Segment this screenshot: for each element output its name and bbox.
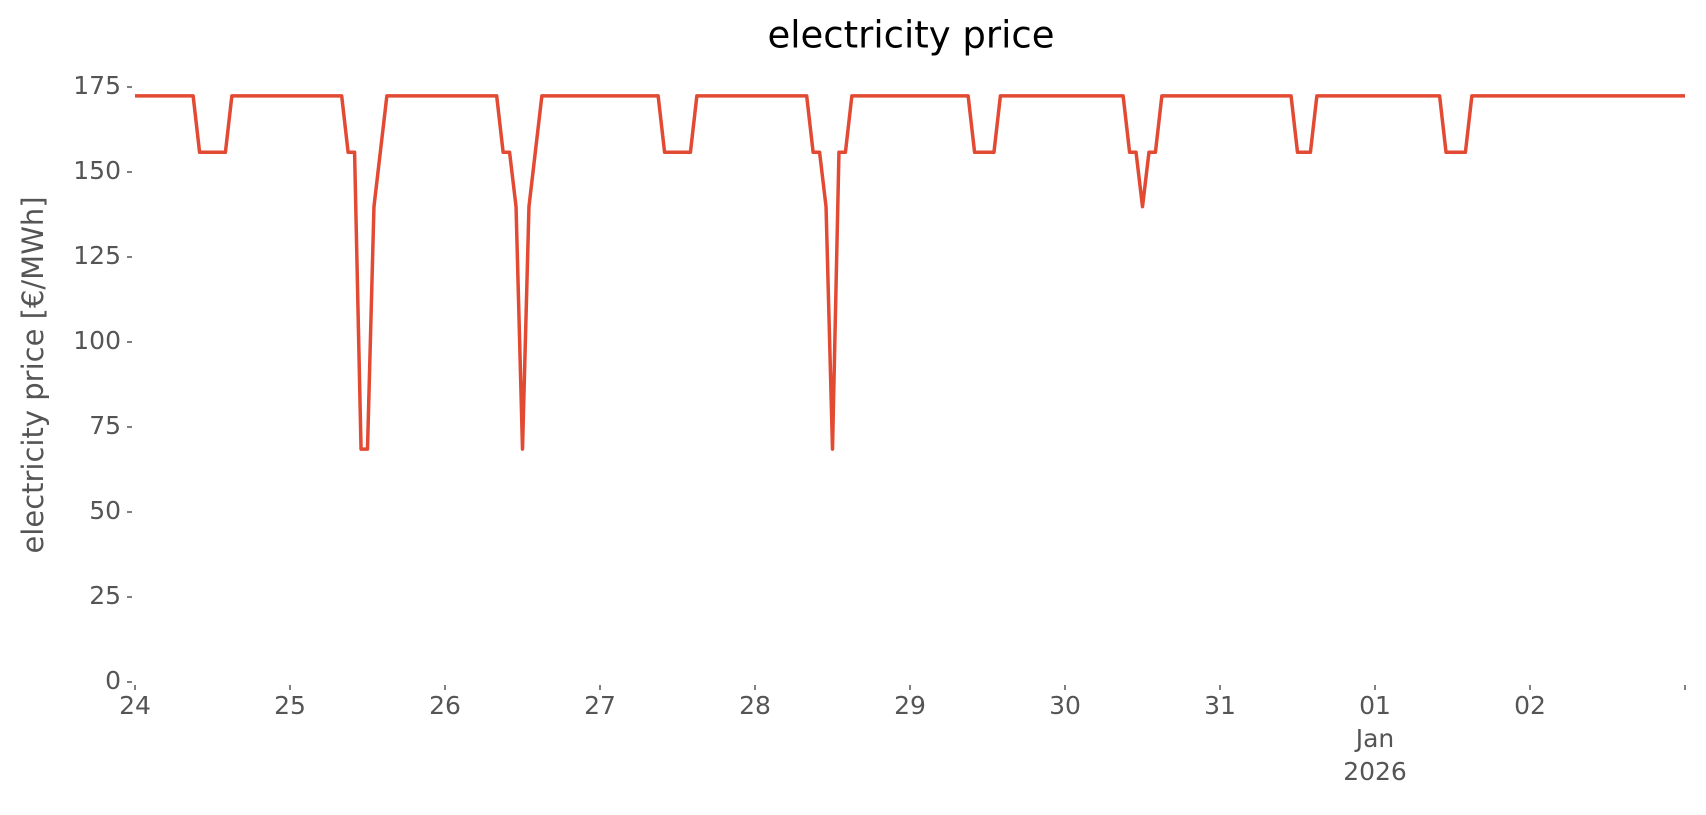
- y-tick-label: 0: [105, 666, 121, 695]
- y-tick-label: 150: [73, 156, 121, 185]
- y-tick-label: 25: [89, 581, 121, 610]
- y-tick-label: 75: [89, 411, 121, 440]
- y-axis-label: electricity price [€/MWh]: [16, 196, 50, 553]
- x-tick-label: 28: [739, 691, 771, 720]
- x-tick-label: 27: [584, 691, 616, 720]
- y-tick-label: 125: [73, 241, 121, 270]
- line-series: [135, 94, 1685, 451]
- x-tick-label: 01: [1359, 691, 1391, 720]
- x-tick-label: 24: [119, 691, 151, 720]
- y-tick-label: 175: [73, 71, 121, 100]
- x-tick-label: 2026: [1343, 757, 1407, 786]
- x-tick-label: 29: [894, 691, 926, 720]
- y-tick-label: 100: [73, 326, 121, 355]
- x-tick-label: 30: [1049, 691, 1081, 720]
- x-tick-label: 25: [274, 691, 306, 720]
- x-tick-label: 31: [1204, 691, 1236, 720]
- x-tick-label: Jan: [1354, 724, 1395, 753]
- y-tick-label: 50: [89, 496, 121, 525]
- x-tick-label: 26: [429, 691, 461, 720]
- x-tick-label: 02: [1514, 691, 1546, 720]
- chart-title: electricity price: [767, 14, 1054, 57]
